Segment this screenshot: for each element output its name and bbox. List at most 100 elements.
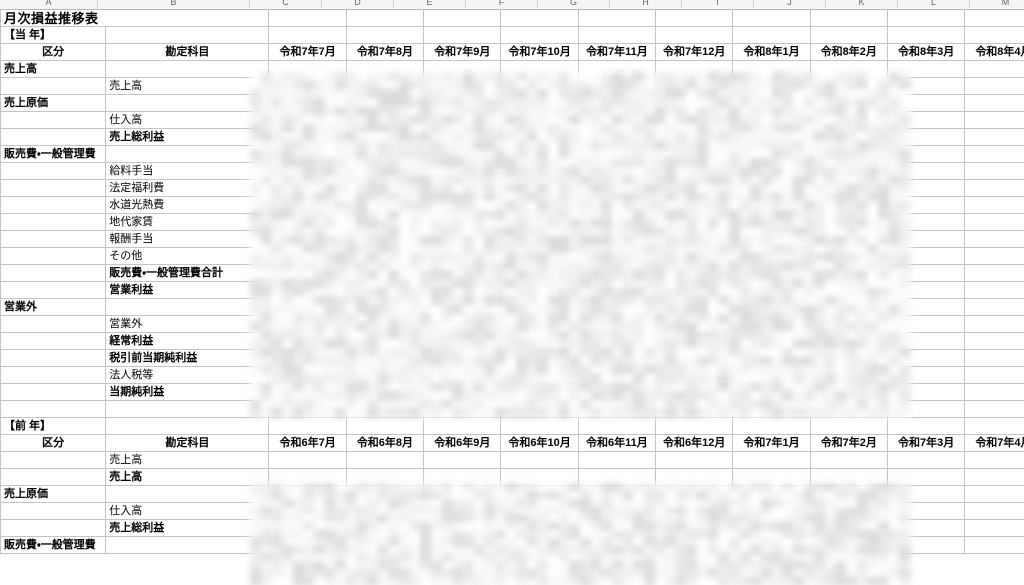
data-cell-current-year-11-6[interactable] [732,247,811,265]
data-cell-current-year-15-2[interactable] [423,315,502,333]
data-cell-current-year-10-4[interactable] [577,230,657,248]
data-cell-current-year-15-4[interactable] [577,315,657,333]
data-cell-current-year-13-4[interactable] [577,281,657,299]
data-cell-current-year-11-8[interactable] [886,247,966,265]
year-blank-0-6[interactable] [577,26,657,44]
data-cell-previous-year-2-8[interactable] [886,485,966,503]
data-cell-current-year-5-1[interactable] [345,145,425,163]
data-cell-previous-year-0-9[interactable] [964,451,1024,469]
column-letter-j[interactable]: J [754,0,826,8]
data-cell-current-year-11-7[interactable] [809,247,888,265]
data-cell-current-year-15-7[interactable] [809,315,888,333]
data-cell-current-year-6-9[interactable] [964,162,1024,180]
data-cell-current-year-8-1[interactable] [345,196,425,214]
data-cell-current-year-4-7[interactable] [809,128,888,146]
data-cell-current-year-1-9[interactable] [964,77,1024,95]
data-cell-current-year-15-5[interactable] [655,315,734,333]
data-cell-current-year-15-6[interactable] [732,315,811,333]
data-cell-current-year-2-8[interactable] [886,94,966,112]
data-cell-current-year-19-6[interactable] [732,383,811,401]
data-cell-previous-year-5-1[interactable] [345,536,425,554]
data-cell-previous-year-3-4[interactable] [577,502,657,520]
data-cell-current-year-5-3[interactable] [500,145,579,163]
year-blank-1-8[interactable] [732,417,811,435]
data-cell-current-year-19-7[interactable] [809,383,888,401]
data-cell-current-year-9-6[interactable] [732,213,811,231]
data-cell-current-year-8-3[interactable] [500,196,579,214]
data-cell-current-year-8-0[interactable] [268,196,347,214]
data-cell-current-year-16-4[interactable] [577,332,657,350]
data-cell-current-year-7-7[interactable] [809,179,888,197]
data-cell-current-year-14-3[interactable] [500,298,579,316]
data-cell-current-year-5-0[interactable] [268,145,347,163]
data-cell-previous-year-2-7[interactable] [809,485,888,503]
data-cell-previous-year-4-5[interactable] [655,519,734,537]
data-cell-current-year-10-5[interactable] [655,230,734,248]
data-cell-previous-year-0-8[interactable] [886,451,966,469]
data-cell-current-year-6-5[interactable] [655,162,734,180]
year-blank-0-4[interactable] [423,26,502,44]
column-letter-c[interactable]: C [250,0,322,8]
data-cell-current-year-11-3[interactable] [500,247,579,265]
spreadsheet-grid[interactable]: 月次損益推移表 【当 年】 区分 勘定科目 令和7年7月 令和7年8月 令和7年9月 令和7年… [0,9,1024,585]
data-cell-current-year-4-9[interactable] [964,128,1024,146]
data-cell-previous-year-3-9[interactable] [964,502,1024,520]
data-cell-current-year-13-6[interactable] [732,281,811,299]
column-letter-k[interactable]: K [826,0,898,8]
data-cell-current-year-15-0[interactable] [268,315,347,333]
column-letter-f[interactable]: F [466,0,538,8]
data-cell-current-year-16-6[interactable] [732,332,811,350]
data-cell-current-year-19-5[interactable] [655,383,734,401]
data-cell-current-year-10-0[interactable] [268,230,347,248]
year-blank-1-3[interactable] [345,417,425,435]
data-cell-current-year-19-8[interactable] [886,383,966,401]
data-cell-current-year-15-8[interactable] [886,315,966,333]
column-letter-i[interactable]: I [682,0,754,8]
data-cell-current-year-4-0[interactable] [268,128,347,146]
data-cell-current-year-19-2[interactable] [423,383,502,401]
data-cell-current-year-2-0[interactable] [268,94,347,112]
data-cell-current-year-1-8[interactable] [886,77,966,95]
data-cell-previous-year-0-1[interactable] [345,451,425,469]
data-cell-previous-year-0-4[interactable] [577,451,657,469]
data-cell-current-year-0-2[interactable] [423,60,502,78]
data-cell-previous-year-4-3[interactable] [500,519,579,537]
data-cell-current-year-10-9[interactable] [964,230,1024,248]
data-cell-current-year-9-0[interactable] [268,213,347,231]
year-blank-0-3[interactable] [345,26,425,44]
data-cell-current-year-18-6[interactable] [732,366,811,384]
data-cell-previous-year-1-7[interactable] [809,468,888,486]
data-cell-previous-year-2-6[interactable] [732,485,811,503]
data-cell-current-year-3-4[interactable] [577,111,657,129]
data-cell-current-year-7-5[interactable] [655,179,734,197]
data-cell-current-year-14-1[interactable] [345,298,425,316]
data-cell-current-year-18-9[interactable] [964,366,1024,384]
data-cell-current-year-16-9[interactable] [964,332,1024,350]
data-cell-current-year-4-8[interactable] [886,128,966,146]
data-cell-current-year-17-1[interactable] [345,349,425,367]
data-cell-current-year-2-6[interactable] [732,94,811,112]
data-cell-current-year-18-4[interactable] [577,366,657,384]
data-cell-current-year-14-9[interactable] [964,298,1024,316]
data-cell-previous-year-1-8[interactable] [886,468,966,486]
data-cell-current-year-14-2[interactable] [423,298,502,316]
data-cell-current-year-6-8[interactable] [886,162,966,180]
data-cell-current-year-0-8[interactable] [886,60,966,78]
data-cell-current-year-3-1[interactable] [345,111,425,129]
data-cell-current-year-7-0[interactable] [268,179,347,197]
data-cell-current-year-1-4[interactable] [577,77,657,95]
data-cell-current-year-8-9[interactable] [964,196,1024,214]
data-cell-current-year-8-4[interactable] [577,196,657,214]
data-cell-current-year-4-6[interactable] [732,128,811,146]
data-cell-previous-year-0-0[interactable] [268,451,347,469]
data-cell-current-year-2-4[interactable] [577,94,657,112]
data-cell-current-year-12-7[interactable] [809,264,888,282]
data-cell-current-year-6-6[interactable] [732,162,811,180]
data-cell-current-year-6-3[interactable] [500,162,579,180]
data-cell-current-year-1-7[interactable] [809,77,888,95]
data-cell-current-year-9-2[interactable] [423,213,502,231]
data-cell-current-year-9-5[interactable] [655,213,734,231]
data-cell-current-year-8-2[interactable] [423,196,502,214]
data-cell-current-year-14-0[interactable] [268,298,347,316]
